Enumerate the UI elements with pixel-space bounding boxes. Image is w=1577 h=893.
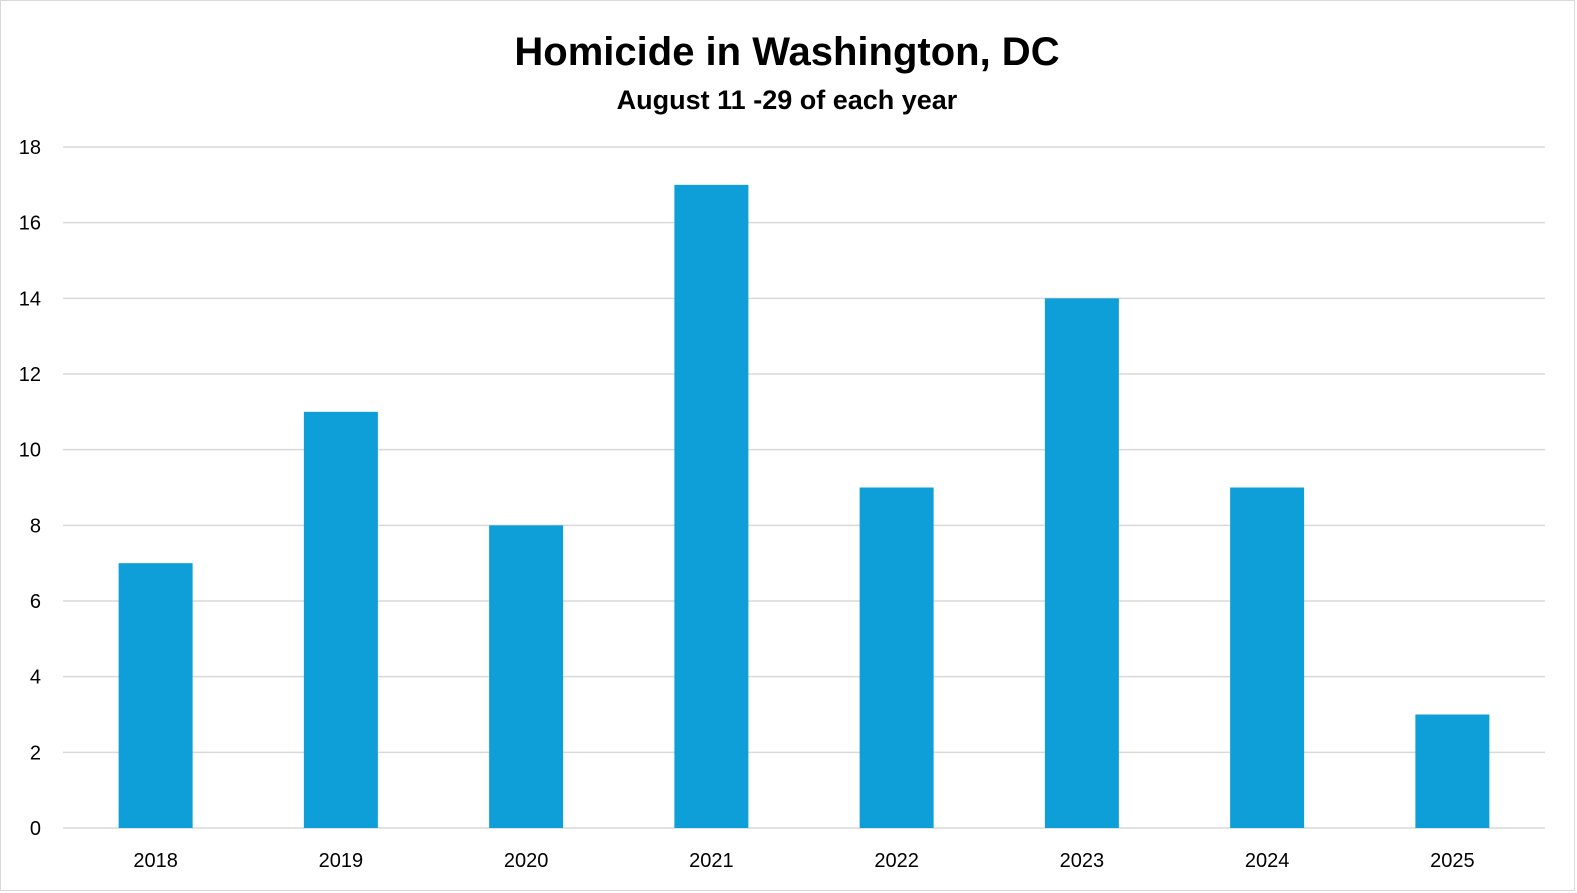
- bar-2020: [489, 525, 564, 828]
- bar-2021: [674, 184, 749, 829]
- y-tick-label: 14: [19, 288, 41, 310]
- x-tick-label: 2018: [133, 850, 178, 872]
- bars: [118, 184, 1490, 829]
- chart-subtitle: August 11 -29 of each year: [617, 85, 958, 115]
- y-tick-label: 12: [19, 364, 41, 386]
- y-tick-label: 8: [30, 515, 41, 537]
- x-axis-ticks: 2018 2019 2020 2021 2022 2023 2024 2025: [133, 850, 1474, 872]
- x-tick-label: 2019: [319, 850, 364, 872]
- y-tick-label: 2: [30, 742, 41, 764]
- y-tick-label: 0: [30, 818, 41, 840]
- y-tick-label: 10: [19, 440, 41, 462]
- x-tick-label: 2025: [1430, 850, 1475, 872]
- y-tick-label: 4: [30, 667, 41, 689]
- bar-2018: [118, 563, 193, 828]
- y-axis-ticks: 0 2 4 6 8 10 12 14 16 18: [19, 137, 41, 840]
- x-tick-label: 2021: [689, 850, 734, 872]
- y-tick-label: 16: [19, 213, 41, 235]
- y-tick-label: 18: [19, 137, 41, 159]
- chart-title: Homicide in Washington, DC: [514, 30, 1059, 74]
- gridlines: [63, 146, 1545, 829]
- y-tick-label: 6: [30, 591, 41, 613]
- bar-2024: [1230, 487, 1305, 828]
- bar-2023: [1044, 298, 1119, 828]
- bar-2019: [303, 411, 378, 828]
- x-tick-label: 2020: [504, 850, 549, 872]
- x-tick-label: 2023: [1060, 850, 1105, 872]
- x-tick-label: 2022: [874, 850, 919, 872]
- bar-2025: [1415, 714, 1490, 828]
- x-tick-label: 2024: [1245, 850, 1290, 872]
- bar-2022: [859, 487, 934, 828]
